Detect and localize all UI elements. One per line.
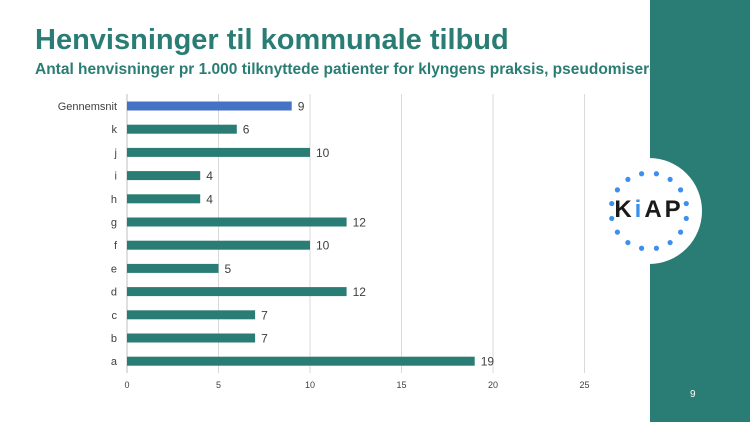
logo-dot (683, 200, 689, 207)
category-label: a (111, 356, 118, 368)
bar-c (127, 310, 256, 320)
data-label: 9 (298, 100, 305, 114)
bar-f (127, 240, 310, 250)
data-label: 19 (481, 355, 495, 369)
bar-e (127, 263, 219, 273)
category-label: c (112, 310, 118, 322)
x-tick-label: 15 (396, 380, 406, 390)
logo-dot (653, 171, 660, 177)
data-label: 12 (353, 285, 367, 299)
logo-dots-icon (609, 171, 689, 251)
category-label: Gennemsnit (58, 101, 117, 113)
logo-dot (614, 187, 621, 193)
bar-gennemsnit (127, 101, 292, 111)
logo-dot (683, 215, 689, 222)
bar-g (127, 217, 347, 227)
bar-h (127, 194, 201, 204)
logo-dot (609, 200, 615, 207)
category-label: h (111, 194, 117, 206)
page-number: 9 (690, 389, 696, 400)
logo-dot (609, 215, 615, 222)
data-label: 10 (316, 239, 330, 253)
category-label: e (111, 263, 117, 275)
x-tick-label: 20 (488, 380, 498, 390)
bar-i (127, 171, 201, 181)
category-label: i (115, 171, 117, 183)
category-label: b (111, 333, 117, 345)
data-label: 5 (225, 262, 232, 276)
category-label: g (111, 217, 117, 229)
logo-dot (653, 245, 660, 251)
logo-dot (677, 229, 684, 235)
category-label: d (111, 287, 117, 299)
bar-k (127, 124, 237, 134)
data-label: 10 (316, 146, 330, 160)
logo-dot (667, 239, 673, 246)
bar-a (127, 356, 475, 366)
category-label: j (114, 147, 117, 159)
slide-title: Henvisninger til kommunale tilbud (35, 24, 509, 56)
data-label: 4 (206, 169, 213, 183)
bar-d (127, 287, 347, 297)
x-tick-label: 0 (124, 380, 129, 390)
logo-dot (638, 171, 645, 177)
bar-chart: 0 5 10 15 20 25 Gennemsnit 9 k 6 j 10 i 4 h 4 g 12 f 10 e 5 d 1… (58, 94, 590, 390)
logo-dot (625, 239, 631, 246)
logo-dot (667, 176, 673, 183)
slide-subtitle: Antal henvisninger pr 1.000 tilknyttede … (35, 61, 663, 78)
logo-dot (677, 187, 684, 193)
logo-dot (625, 176, 631, 183)
data-label: 4 (206, 192, 213, 206)
data-label: 6 (243, 123, 250, 137)
bar-b (127, 333, 256, 343)
category-label: k (112, 124, 118, 136)
logo-text: KiAP (614, 196, 684, 223)
bar-j (127, 147, 310, 157)
category-label: f (114, 240, 118, 252)
logo-dot (638, 245, 645, 251)
data-label: 7 (261, 332, 268, 346)
logo-dot (614, 229, 621, 235)
x-tick-label: 25 (579, 380, 589, 390)
data-label: 12 (353, 216, 367, 230)
x-tick-label: 10 (305, 380, 315, 390)
data-label: 7 (261, 308, 268, 322)
x-tick-label: 5 (216, 380, 221, 390)
kiap-logo: KiAP (596, 158, 702, 264)
